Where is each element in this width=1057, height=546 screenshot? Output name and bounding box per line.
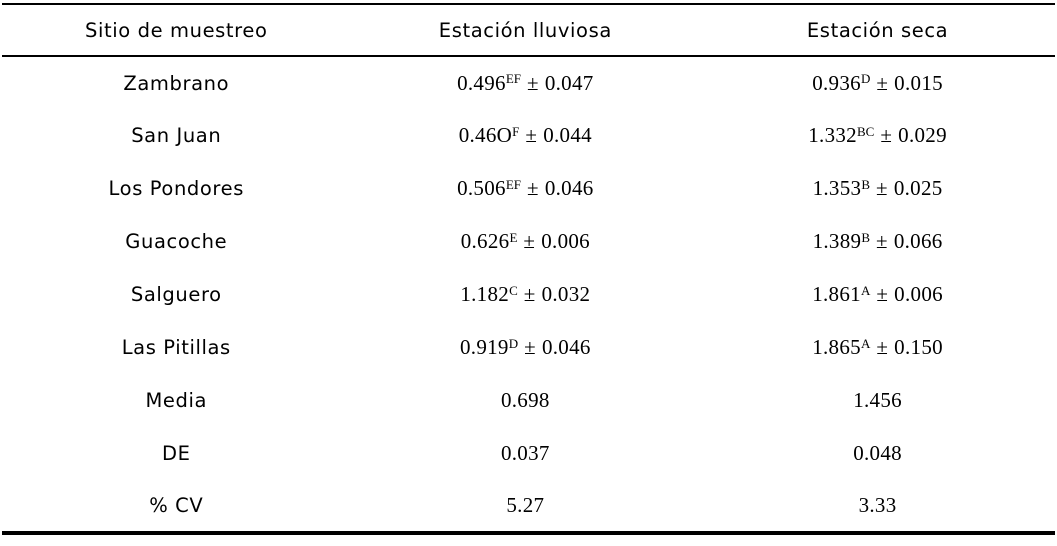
error-value: 0.032 xyxy=(541,282,591,306)
mean-value: 1.865 xyxy=(812,335,861,359)
significance-group: B xyxy=(861,176,870,192)
rainy-season-measurement: 0.919D ±0.046 xyxy=(351,321,701,374)
error-value: 0.029 xyxy=(898,123,947,147)
mean-value: 1.182 xyxy=(460,282,510,306)
significance-group: D xyxy=(860,71,871,86)
plus-minus-sign: ± xyxy=(524,335,536,359)
plus-minus-sign: ± xyxy=(875,229,888,253)
plus-minus-sign: ± xyxy=(525,123,538,147)
mean-value: 0.496 xyxy=(457,70,506,95)
table-row-salguero: Salguero 1.182C ±0.032 1.861A ±0.006 xyxy=(2,268,1055,321)
table-row-zambrano: Zambrano 0.496EF ±0.047 0.936D ±0.015 xyxy=(2,56,1055,109)
error-value: 0.006 xyxy=(541,229,590,253)
dry-season-measurement: 0.936D ±0.015 xyxy=(700,56,1055,109)
mean-value: 0.936 xyxy=(812,70,861,95)
significance-group: E xyxy=(509,229,518,245)
dry-season-measurement: 1.353B ±0.025 xyxy=(700,162,1055,215)
rainy-season-measurement: 1.182C ±0.032 xyxy=(351,268,701,321)
dry-season-summary-value: 1.456 xyxy=(853,388,902,412)
plus-minus-sign: ± xyxy=(876,282,889,306)
site-name: Los Pondores xyxy=(108,177,244,200)
column-header-site: Sitio de muestreo xyxy=(2,4,351,57)
table-row-san-juan: San Juan 0.46OF ±0.044 1.332BC ±0.029 xyxy=(2,109,1055,162)
error-value: 0.015 xyxy=(894,70,943,95)
dry-season-measurement: 1.332BC ±0.029 xyxy=(700,109,1055,162)
significance-group: F xyxy=(512,123,520,139)
mean-value: 0.506 xyxy=(457,176,506,200)
site-name: Zambrano xyxy=(123,71,230,95)
significance-group: EF xyxy=(505,71,521,86)
error-value: 0.046 xyxy=(544,176,594,200)
site-name: Salguero xyxy=(130,283,222,306)
significance-group: C xyxy=(509,282,518,298)
plus-minus-sign: ± xyxy=(523,282,536,306)
mean-value: 1.353 xyxy=(812,176,862,200)
rainy-season-summary-value: 0.037 xyxy=(500,441,550,465)
plus-minus-sign: ± xyxy=(875,176,888,200)
summary-row-media: Media 0.698 1.456 xyxy=(2,374,1055,427)
error-value: 0.044 xyxy=(543,123,592,147)
site-name: Guacoche xyxy=(125,230,228,253)
significance-group: EF xyxy=(505,176,521,192)
summary-row-de: DE 0.037 0.048 xyxy=(2,427,1055,480)
site-name: San Juan xyxy=(131,124,222,147)
significance-group: BC xyxy=(856,123,875,139)
header-row: Sitio de muestreo Estación lluviosa Esta… xyxy=(2,4,1055,57)
table-row-los-pondores: Los Pondores 0.506EF ±0.046 1.353B ±0.025 xyxy=(2,162,1055,215)
rainy-season-measurement: 0.496EF ±0.047 xyxy=(351,56,701,109)
plus-minus-sign: ± xyxy=(876,70,889,95)
plus-minus-sign: ± xyxy=(880,123,893,147)
rainy-season-summary-value: 0.698 xyxy=(500,388,550,412)
rainy-season-measurement: 0.626E ±0.006 xyxy=(351,215,701,268)
dry-season-summary-value: 0.048 xyxy=(853,441,902,465)
rainy-season-summary-value: 5.27 xyxy=(506,493,545,517)
summary-label: DE xyxy=(161,442,191,465)
error-value: 0.066 xyxy=(893,229,943,253)
site-name: Las Pitillas xyxy=(121,336,231,359)
mean-value: 1.861 xyxy=(812,282,861,306)
mean-value: 1.332 xyxy=(808,123,857,147)
rainy-season-measurement: 0.506EF ±0.046 xyxy=(351,162,701,215)
error-value: 0.046 xyxy=(541,335,591,359)
summary-row-cv: % CV 5.27 3.33 xyxy=(2,480,1055,533)
error-value: 0.150 xyxy=(894,335,943,359)
dry-season-measurement: 1.389B ±0.066 xyxy=(700,215,1055,268)
significance-group: B xyxy=(861,229,870,245)
column-header-dry-season: Estación seca xyxy=(700,4,1055,57)
significance-group: A xyxy=(860,335,871,351)
dry-season-measurement: 1.865A ±0.150 xyxy=(700,321,1055,374)
mean-value: 0.626 xyxy=(460,229,510,253)
plus-minus-sign: ± xyxy=(876,335,889,359)
mean-value: 1.389 xyxy=(812,229,862,253)
column-header-rainy-season: Estación lluviosa xyxy=(350,4,701,57)
significance-group: A xyxy=(860,282,871,298)
error-value: 0.025 xyxy=(893,176,943,200)
table-row-las-pitillas: Las Pitillas 0.919D ±0.046 1.865A ±0.150 xyxy=(2,321,1055,374)
mean-value: 0.46O xyxy=(458,123,513,147)
table-row-guacoche: Guacoche 0.626E ±0.006 1.389B ±0.066 xyxy=(2,215,1055,268)
significance-group: D xyxy=(508,335,519,351)
plus-minus-sign: ± xyxy=(523,229,536,253)
plus-minus-sign: ± xyxy=(527,176,539,200)
summary-label: % CV xyxy=(149,494,204,517)
plus-minus-sign: ± xyxy=(527,70,539,95)
seasonal-measurements-table: Sitio de muestreo Estación lluviosa Esta… xyxy=(2,3,1055,535)
error-value: 0.047 xyxy=(544,70,594,95)
summary-label: Media xyxy=(145,389,208,412)
dry-season-summary-value: 3.33 xyxy=(858,493,897,517)
rainy-season-measurement: 0.46OF ±0.044 xyxy=(351,109,701,162)
error-value: 0.006 xyxy=(894,282,943,306)
mean-value: 0.919 xyxy=(459,335,509,359)
dry-season-measurement: 1.861A ±0.006 xyxy=(700,268,1055,321)
